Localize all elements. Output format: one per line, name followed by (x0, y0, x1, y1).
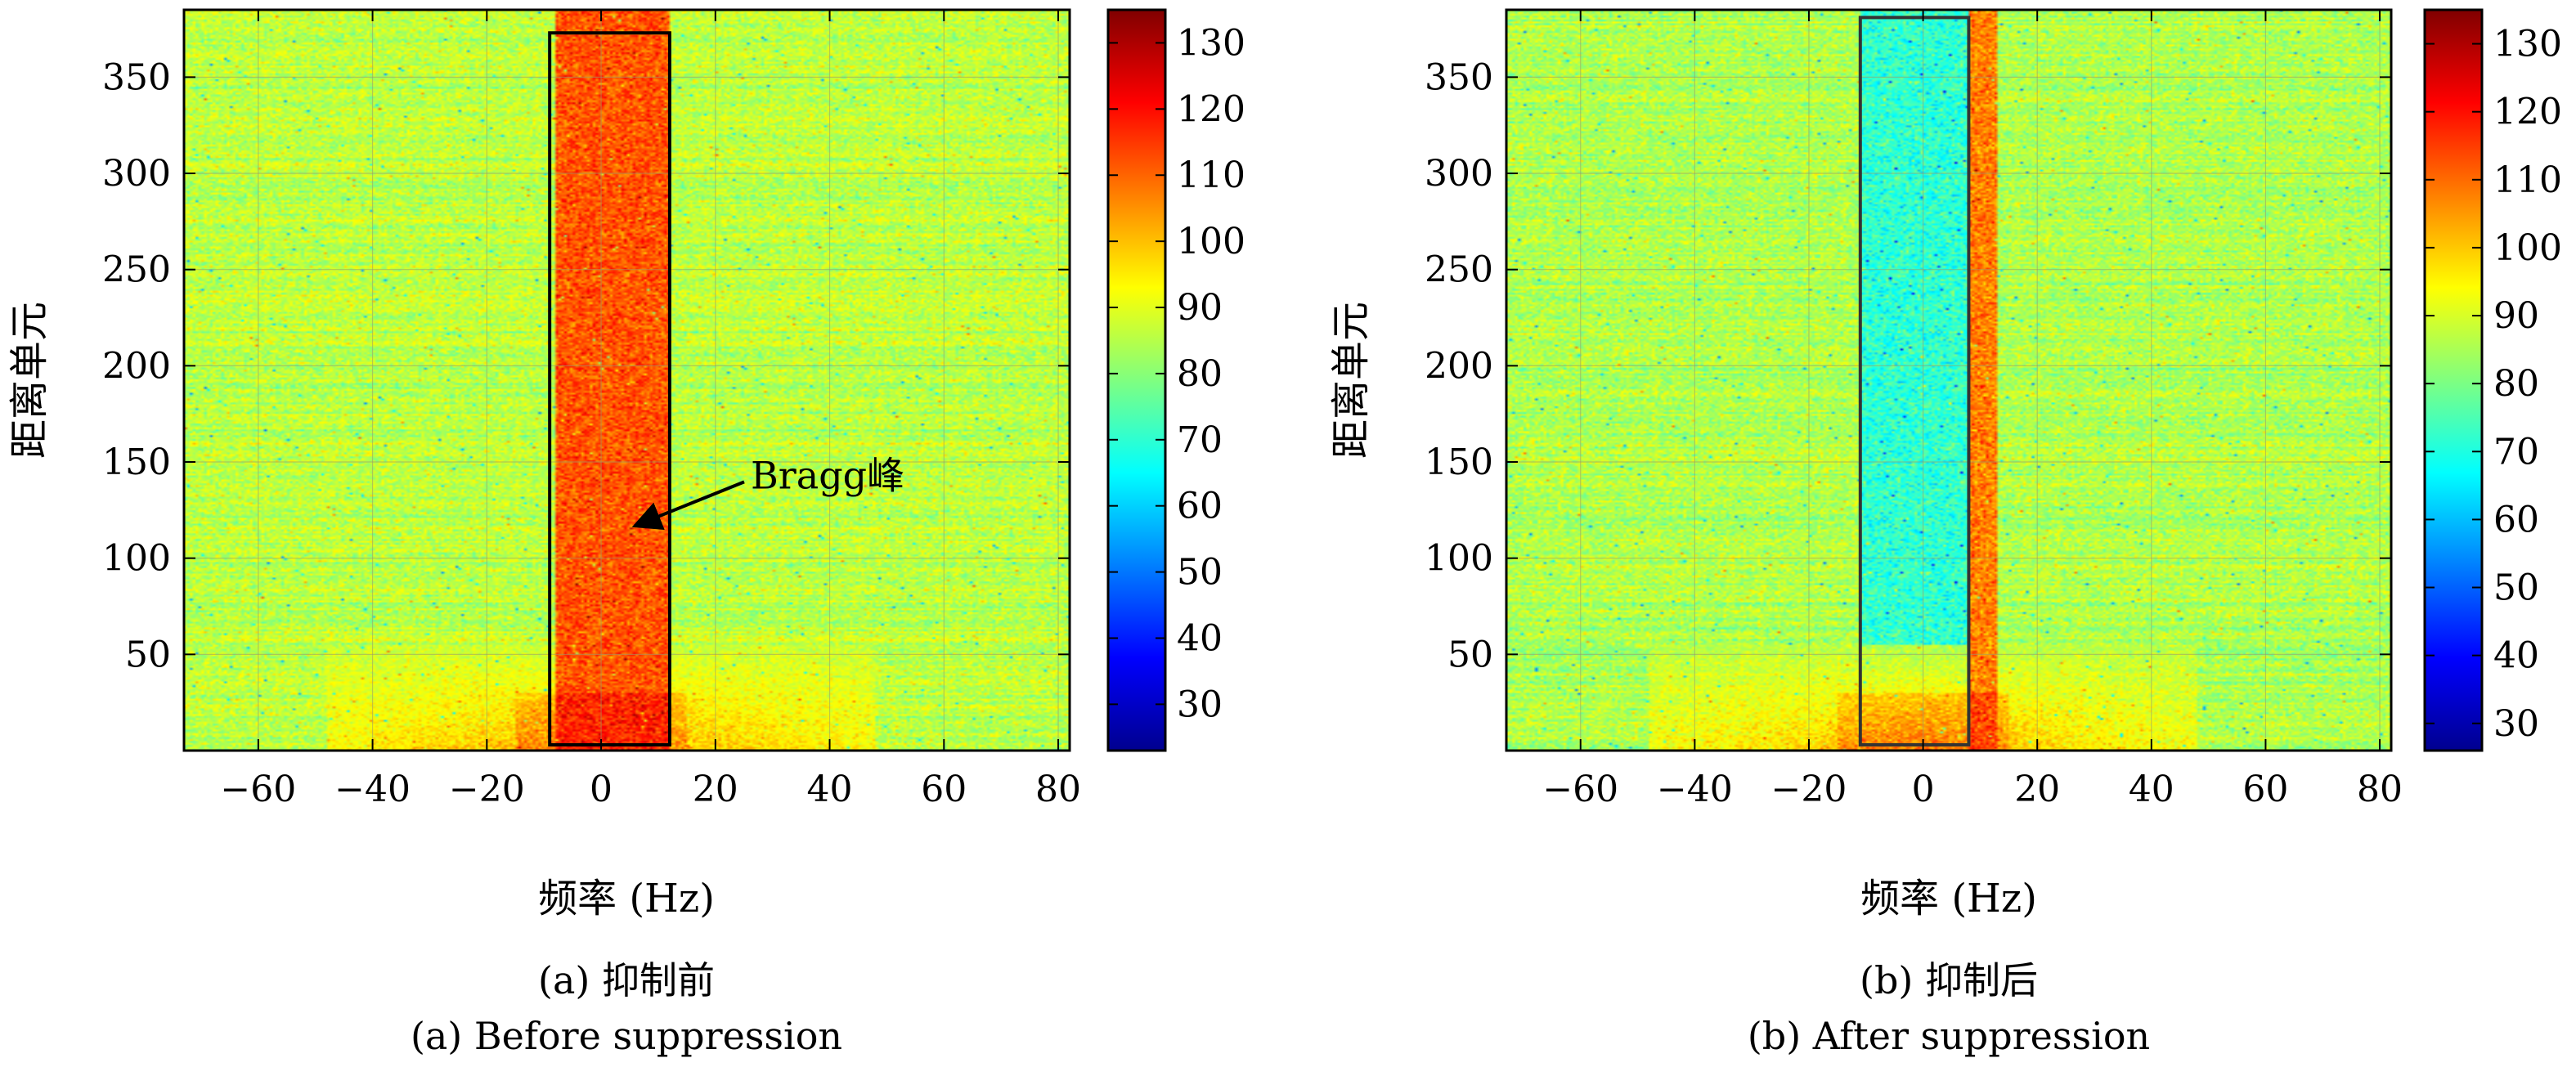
x-tick-label: 20 (693, 769, 738, 810)
heatmap-image-b (1506, 10, 2391, 751)
x-ticks-a: −60 −40 −20 0 20 40 60 80 (220, 10, 1081, 810)
grid-a (184, 10, 1070, 751)
x-tick-label: −40 (1657, 769, 1733, 810)
y-tick-label: 150 (1425, 442, 1493, 483)
panel-a: −60 −40 −20 0 20 40 60 80 50100150200250300350 … (7, 8, 1245, 1058)
x-tick-label: 40 (2129, 769, 2174, 810)
colorbar-tick-label: 40 (2493, 635, 2539, 677)
colorbar-tick-label: 30 (1177, 684, 1223, 725)
colorbar-tick-label: 110 (1177, 155, 1245, 196)
grid-b (1506, 10, 2391, 751)
heatmap-a (184, 10, 1070, 751)
colorbar-ticks-b: 30 40 50 60 70 80 90 100 110 120 130 (2425, 24, 2562, 745)
x-axis-label-a: 频率 (Hz) (538, 876, 715, 921)
caption-b-en: (b) After suppression (1748, 1014, 2150, 1058)
heatmap-b (1506, 10, 2391, 751)
plot-frame-a (182, 8, 1071, 752)
colorbar-tick-label: 70 (1177, 419, 1223, 461)
y-tick-label: 350 (102, 56, 171, 98)
x-tick-label: 40 (807, 769, 853, 810)
y-tick-label: 300 (1425, 153, 1493, 195)
colorbar-tick-label: 90 (1177, 287, 1223, 329)
colorbar-tick-label: 80 (1177, 353, 1223, 395)
colorbar-tick-label: 130 (2493, 24, 2562, 65)
colorbar-tick-label: 100 (1177, 221, 1245, 262)
y-tick-label: 250 (1425, 249, 1493, 291)
y-tick-label: 300 (102, 153, 171, 195)
y-tick-label: 50 (125, 634, 171, 675)
colorbar-tick-label: 120 (2493, 92, 2562, 133)
y-tick-label: 350 (1425, 56, 1493, 98)
y-tick-label: 200 (102, 345, 171, 387)
x-tick-label: 0 (590, 769, 613, 810)
x-tick-label: 80 (1035, 769, 1081, 810)
bragg-annotation: Bragg峰 (751, 453, 904, 497)
colorbar-b (2423, 8, 2484, 752)
y-tick-label: 250 (102, 249, 171, 291)
y-tick-label: 100 (1425, 538, 1493, 580)
highlight-box-a (548, 31, 671, 746)
panel-b: −60 −40 −20 0 20 40 60 80 50100150200250300350 … (1328, 8, 2562, 1058)
y-ticks-b: 50 100 150 200 250 300 350 (1425, 56, 2391, 675)
y-tick-label: 50 (1447, 634, 1493, 675)
colorbar-tick-label: 80 (2493, 363, 2539, 405)
y-axis-label-a: 距离单元 (7, 302, 52, 459)
caption-b-zh: (b) 抑制后 (1860, 958, 2038, 1002)
colorbar-tick-label: 40 (1177, 617, 1223, 659)
y-tick-label: 100 (102, 538, 171, 580)
heatmap-image-a (184, 10, 1070, 751)
x-axis-label-b: 频率 (Hz) (1860, 876, 2037, 921)
y-tick-label: 150 (102, 442, 171, 483)
x-tick-label: −60 (220, 769, 296, 810)
colorbar-tick-label: 120 (1177, 88, 1245, 130)
x-tick-label: −40 (334, 769, 411, 810)
x-tick-label: −20 (449, 769, 525, 810)
colorbar-tick-label: 30 (2493, 703, 2539, 745)
colorbar-tick-label: 130 (1177, 22, 1245, 64)
colorbar-tick-label: 70 (2493, 431, 2539, 473)
colorbar-tick-label: 50 (1177, 552, 1223, 594)
caption-a-zh: (a) 抑制前 (538, 958, 715, 1002)
y-axis-label-b: 距离单元 (1328, 302, 1374, 459)
caption-a-en: (a) Before suppression (411, 1014, 842, 1058)
y-tick-label: 200 (1425, 345, 1493, 387)
colorbar-a (1106, 8, 1167, 752)
colorbar-tick-label: 50 (2493, 567, 2539, 609)
x-tick-label: 20 (2014, 769, 2060, 810)
x-tick-label: −20 (1771, 769, 1847, 810)
x-tick-label: 80 (2357, 769, 2403, 810)
highlight-box-b (1858, 16, 1971, 746)
colorbar-tick-label: 60 (2493, 499, 2539, 540)
x-tick-label: 60 (921, 769, 967, 810)
colorbar-tick-label: 100 (2493, 227, 2562, 269)
x-tick-label: −60 (1542, 769, 1618, 810)
colorbar-tick-label: 110 (2493, 159, 2562, 201)
colorbar-ticks-a: 30 40 50 60 70 80 90 100 110 120 130 (1108, 22, 1245, 725)
colorbar-tick-label: 90 (2493, 295, 2539, 337)
plot-frame-b (1505, 8, 2393, 752)
x-tick-label: 60 (2242, 769, 2288, 810)
y-ticks-a: 50 100 150 200 250 300 350 (102, 56, 1070, 675)
colorbar-tick-label: 60 (1177, 486, 1223, 527)
x-ticks-b: −60 −40 −20 0 20 40 60 80 (1542, 10, 2403, 810)
bragg-arrow (631, 480, 745, 530)
x-tick-label: 0 (1912, 769, 1935, 810)
